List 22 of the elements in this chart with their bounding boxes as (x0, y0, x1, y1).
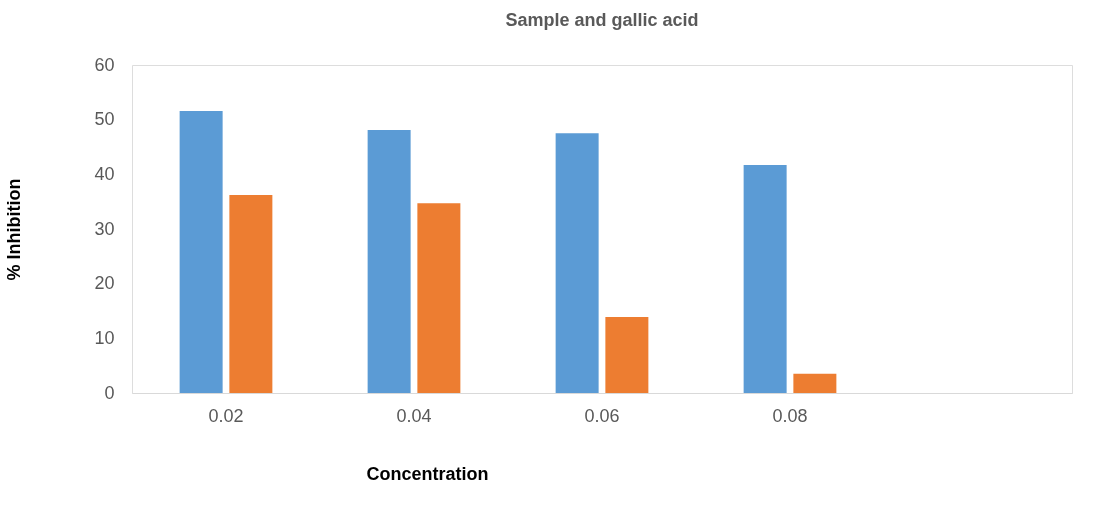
bar (605, 317, 649, 393)
x-tick-label: 0.02 (208, 405, 244, 426)
chart-title: Sample and gallic acid (505, 10, 699, 30)
x-axis-title: Concentration (366, 463, 489, 484)
x-tick-label: 0.04 (396, 405, 432, 426)
bar (179, 110, 223, 393)
bar (417, 203, 461, 393)
y-tick-label: 0 (104, 382, 115, 403)
y-tick-label: 20 (94, 273, 115, 294)
x-tick-label: 0.06 (584, 405, 620, 426)
y-tick-label: 10 (94, 327, 115, 348)
bar (229, 195, 273, 393)
y-tick-label: 40 (94, 163, 115, 184)
y-tick-label: 50 (94, 109, 115, 130)
bar (367, 130, 411, 393)
x-tick-label: 0.08 (772, 405, 808, 426)
y-tick-label: 60 (94, 54, 115, 75)
bar (555, 133, 599, 393)
bar (743, 165, 787, 393)
y-tick-label: 30 (94, 218, 115, 239)
y-axis-title: % Inhibition (4, 178, 25, 281)
bar (793, 373, 837, 393)
